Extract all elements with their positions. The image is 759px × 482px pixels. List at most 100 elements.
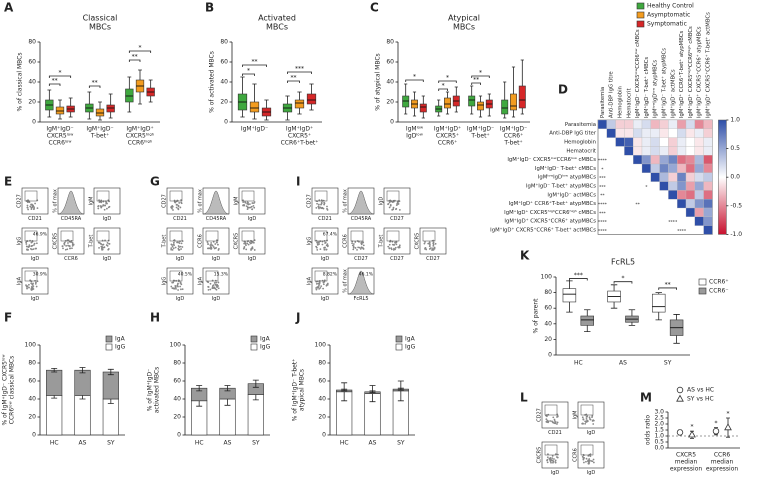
flow-y-label: CXCR5 (415, 233, 421, 250)
error-bar (369, 390, 376, 394)
event-dot (352, 243, 355, 245)
event-dot (391, 208, 394, 211)
panel-letter: J (295, 311, 300, 325)
flow-x-label: IgD (176, 296, 185, 302)
box (468, 95, 476, 107)
box (477, 101, 484, 111)
y-tick-label: 60 (173, 378, 181, 385)
event-dot (36, 207, 39, 210)
flow-y-label: CXCR5 (537, 447, 543, 464)
heatmap-cell (703, 119, 713, 129)
gate-percent: 40.5% (178, 272, 193, 278)
event-dot (103, 246, 106, 249)
event-dot (210, 246, 213, 249)
box (652, 293, 666, 313)
event-dot (34, 202, 37, 205)
histogram-curve (57, 190, 85, 215)
flow-y-label: CD27 (307, 194, 313, 208)
y-tick-label: 40 (28, 396, 36, 403)
event-dot (388, 201, 391, 204)
event-dot (35, 285, 38, 288)
event-dot (105, 200, 107, 203)
event-dot (351, 242, 353, 245)
significance-label: * (59, 70, 62, 77)
event-dot (243, 204, 245, 207)
significance-bracket (613, 281, 633, 284)
event-dot (207, 285, 210, 288)
event-dot (101, 248, 104, 251)
whisker-high (503, 81, 507, 100)
x-tick-label: CXCR5 (676, 452, 696, 459)
heatmap-cell (677, 128, 687, 138)
significance-star: * (645, 184, 648, 190)
event-dot (33, 244, 35, 246)
flow-x-label: IgD (176, 256, 185, 262)
event-dot (180, 288, 182, 291)
event-dot (105, 202, 108, 204)
gate (24, 190, 38, 202)
chart-title: FcRL5 (611, 258, 635, 267)
error-bar (196, 385, 203, 392)
gate-percent: 15.3% (214, 272, 229, 278)
heatmap-cell (685, 163, 695, 173)
box (249, 101, 260, 113)
y-tick-label: 40 (220, 79, 228, 86)
y-axis-label: % of IgM⁺IgD⁻ CXCR5ˡᵒʷ (2, 354, 9, 425)
event-dot (319, 287, 322, 289)
flow-x-label: CCR6 (64, 256, 78, 262)
legend-swatch (105, 335, 113, 343)
heatmap-cell (677, 119, 687, 129)
event-dot (172, 287, 174, 290)
event-dot (423, 242, 426, 245)
event-dot (546, 458, 549, 461)
row-label: IgM⁺IgD⁻ actMBCs (547, 191, 596, 198)
event-dot (178, 248, 181, 251)
event-dot (207, 288, 210, 291)
y-tick-label: 100 (315, 342, 327, 349)
event-dot (32, 248, 35, 251)
heatmap-cell (677, 172, 687, 182)
flow-y-label: CD27 (17, 194, 23, 208)
gate (96, 230, 110, 242)
event-dot (171, 204, 174, 207)
event-dot (107, 248, 110, 251)
x-tick-label: SY (397, 440, 405, 447)
event-dot (179, 206, 182, 209)
event-dot (34, 282, 37, 285)
box (95, 108, 105, 117)
flow-y-label: IgM (234, 197, 240, 206)
heatmap-cell (694, 146, 704, 156)
significance-label: * (442, 83, 445, 90)
event-dot (315, 239, 318, 242)
event-dot (245, 205, 248, 208)
event-dot (216, 241, 218, 244)
whisker-low (108, 112, 113, 119)
legend-label: Healthy Control (647, 3, 694, 10)
event-dot (390, 248, 393, 251)
heatmap-cell (633, 119, 643, 129)
event-dot (250, 249, 252, 251)
gate (314, 230, 328, 242)
event-dot (251, 241, 254, 243)
event-dot (249, 206, 252, 209)
panel-letter: I (296, 175, 300, 189)
event-dot (557, 453, 559, 456)
y-tick-label: 60 (220, 59, 228, 66)
event-dot (32, 288, 35, 290)
flow-x-label: CD45RA (351, 216, 372, 222)
event-dot (179, 240, 181, 243)
event-dot (69, 247, 72, 250)
y-axis-label: % of classical MBCs (17, 53, 24, 112)
box (125, 88, 134, 103)
whisker-high (478, 95, 483, 102)
y-tick-label: 100 (170, 342, 182, 349)
flow-y-label: CD27 (537, 408, 543, 422)
event-dot (212, 284, 215, 287)
event-dot (34, 247, 37, 250)
event-dot (25, 243, 28, 245)
event-dot (246, 242, 249, 245)
event-dot (212, 246, 215, 248)
gate (544, 444, 558, 456)
event-dot (174, 285, 177, 287)
event-dot (585, 460, 587, 463)
